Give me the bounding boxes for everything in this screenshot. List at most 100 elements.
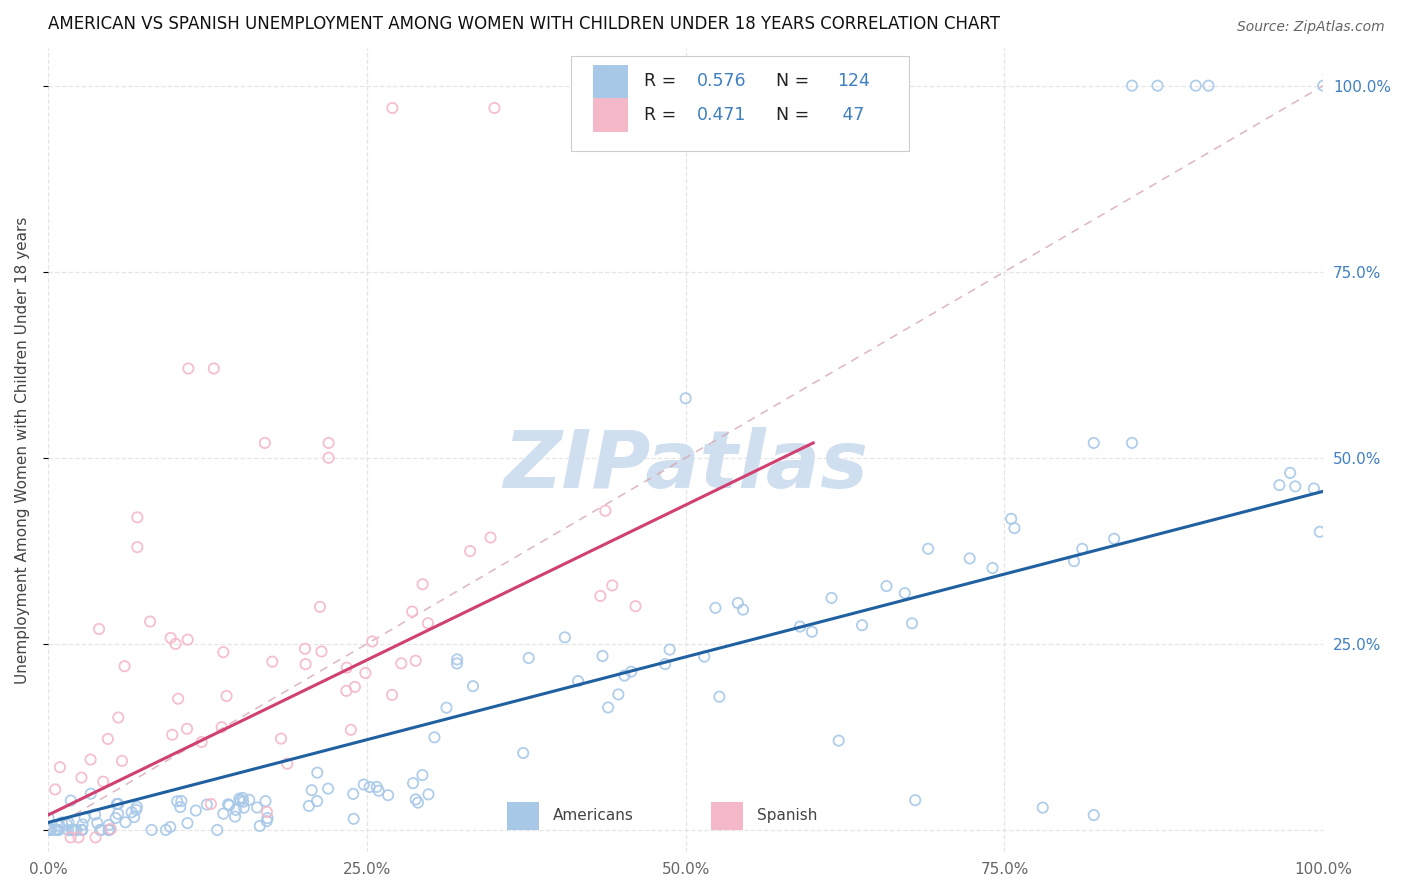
Point: [207, 822, 229, 837]
Point: [176, 722, 198, 736]
Point: [89, 822, 111, 837]
Point: [195, 797, 218, 812]
Point: [1071, 541, 1094, 556]
Point: [229, 794, 252, 808]
Point: [45, 822, 67, 837]
Point: [336, 660, 359, 674]
Point: [727, 596, 749, 610]
Point: [212, 806, 235, 821]
Point: [458, 544, 481, 558]
Text: 0.471: 0.471: [697, 106, 747, 124]
Point: [418, 788, 440, 802]
Point: [693, 649, 716, 664]
Point: [55, 817, 77, 831]
Point: [58, 815, 80, 830]
Point: [97, 731, 120, 746]
Point: [256, 814, 278, 829]
Point: [165, 637, 187, 651]
Point: [894, 586, 917, 600]
Point: [423, 731, 446, 745]
Point: [484, 101, 506, 115]
Point: [166, 794, 188, 808]
Point: [1000, 512, 1022, 526]
Point: [343, 812, 366, 826]
Point: [461, 679, 484, 693]
Point: [589, 589, 612, 603]
Text: R =: R =: [644, 72, 682, 90]
Point: [253, 436, 276, 450]
Bar: [592, 98, 628, 132]
Point: [789, 619, 811, 633]
Point: [160, 728, 183, 742]
Point: [107, 806, 129, 821]
Point: [177, 361, 200, 376]
Point: [114, 659, 136, 673]
Point: [63, 822, 86, 837]
Point: [596, 700, 619, 714]
Point: [367, 783, 389, 797]
Point: [48, 819, 70, 833]
Point: [107, 710, 129, 724]
Point: [127, 540, 149, 554]
Point: [127, 510, 149, 524]
Text: N =: N =: [765, 72, 814, 90]
Bar: [711, 802, 744, 830]
Point: [72, 822, 94, 837]
Point: [105, 797, 128, 811]
Point: [104, 811, 127, 825]
Y-axis label: Unemployment Among Women with Children Under 18 years: Unemployment Among Women with Children U…: [15, 217, 30, 684]
Point: [97, 818, 120, 832]
Point: [1121, 436, 1143, 450]
Point: [225, 803, 247, 817]
Text: ZIPatlas: ZIPatlas: [503, 427, 868, 506]
Point: [91, 774, 114, 789]
Point: [675, 391, 697, 405]
Point: [904, 793, 927, 807]
Point: [155, 822, 177, 837]
Point: [121, 805, 143, 820]
Point: [1004, 521, 1026, 535]
Point: [309, 599, 332, 614]
Point: [1302, 482, 1324, 496]
Point: [169, 800, 191, 814]
Text: 124: 124: [838, 72, 870, 90]
Point: [107, 797, 129, 811]
Text: Americans: Americans: [553, 808, 634, 823]
Point: [159, 631, 181, 645]
Text: Spanish: Spanish: [756, 808, 817, 823]
Point: [86, 816, 108, 830]
Point: [389, 657, 412, 671]
Point: [353, 778, 375, 792]
Point: [620, 665, 643, 679]
Point: [211, 720, 233, 734]
Point: [416, 616, 439, 631]
Bar: [508, 802, 540, 830]
Point: [731, 602, 754, 616]
Point: [246, 800, 269, 814]
Point: [232, 790, 254, 805]
Point: [1032, 800, 1054, 814]
Point: [1198, 78, 1220, 93]
Point: [98, 822, 121, 837]
Point: [62, 822, 84, 837]
Point: [90, 822, 112, 837]
Point: [298, 799, 321, 814]
Point: [294, 641, 316, 656]
Point: [276, 756, 298, 771]
Point: [512, 746, 534, 760]
Point: [141, 822, 163, 837]
Point: [446, 657, 468, 671]
Point: [97, 822, 120, 837]
Point: [401, 605, 423, 619]
Point: [262, 655, 284, 669]
Point: [1312, 78, 1334, 93]
Point: [228, 791, 250, 805]
Point: [84, 830, 107, 845]
Point: [412, 577, 434, 591]
Point: [51, 815, 73, 830]
Point: [200, 797, 222, 811]
Point: [981, 561, 1004, 575]
Point: [436, 700, 458, 714]
Point: [343, 680, 366, 694]
Point: [381, 101, 404, 115]
